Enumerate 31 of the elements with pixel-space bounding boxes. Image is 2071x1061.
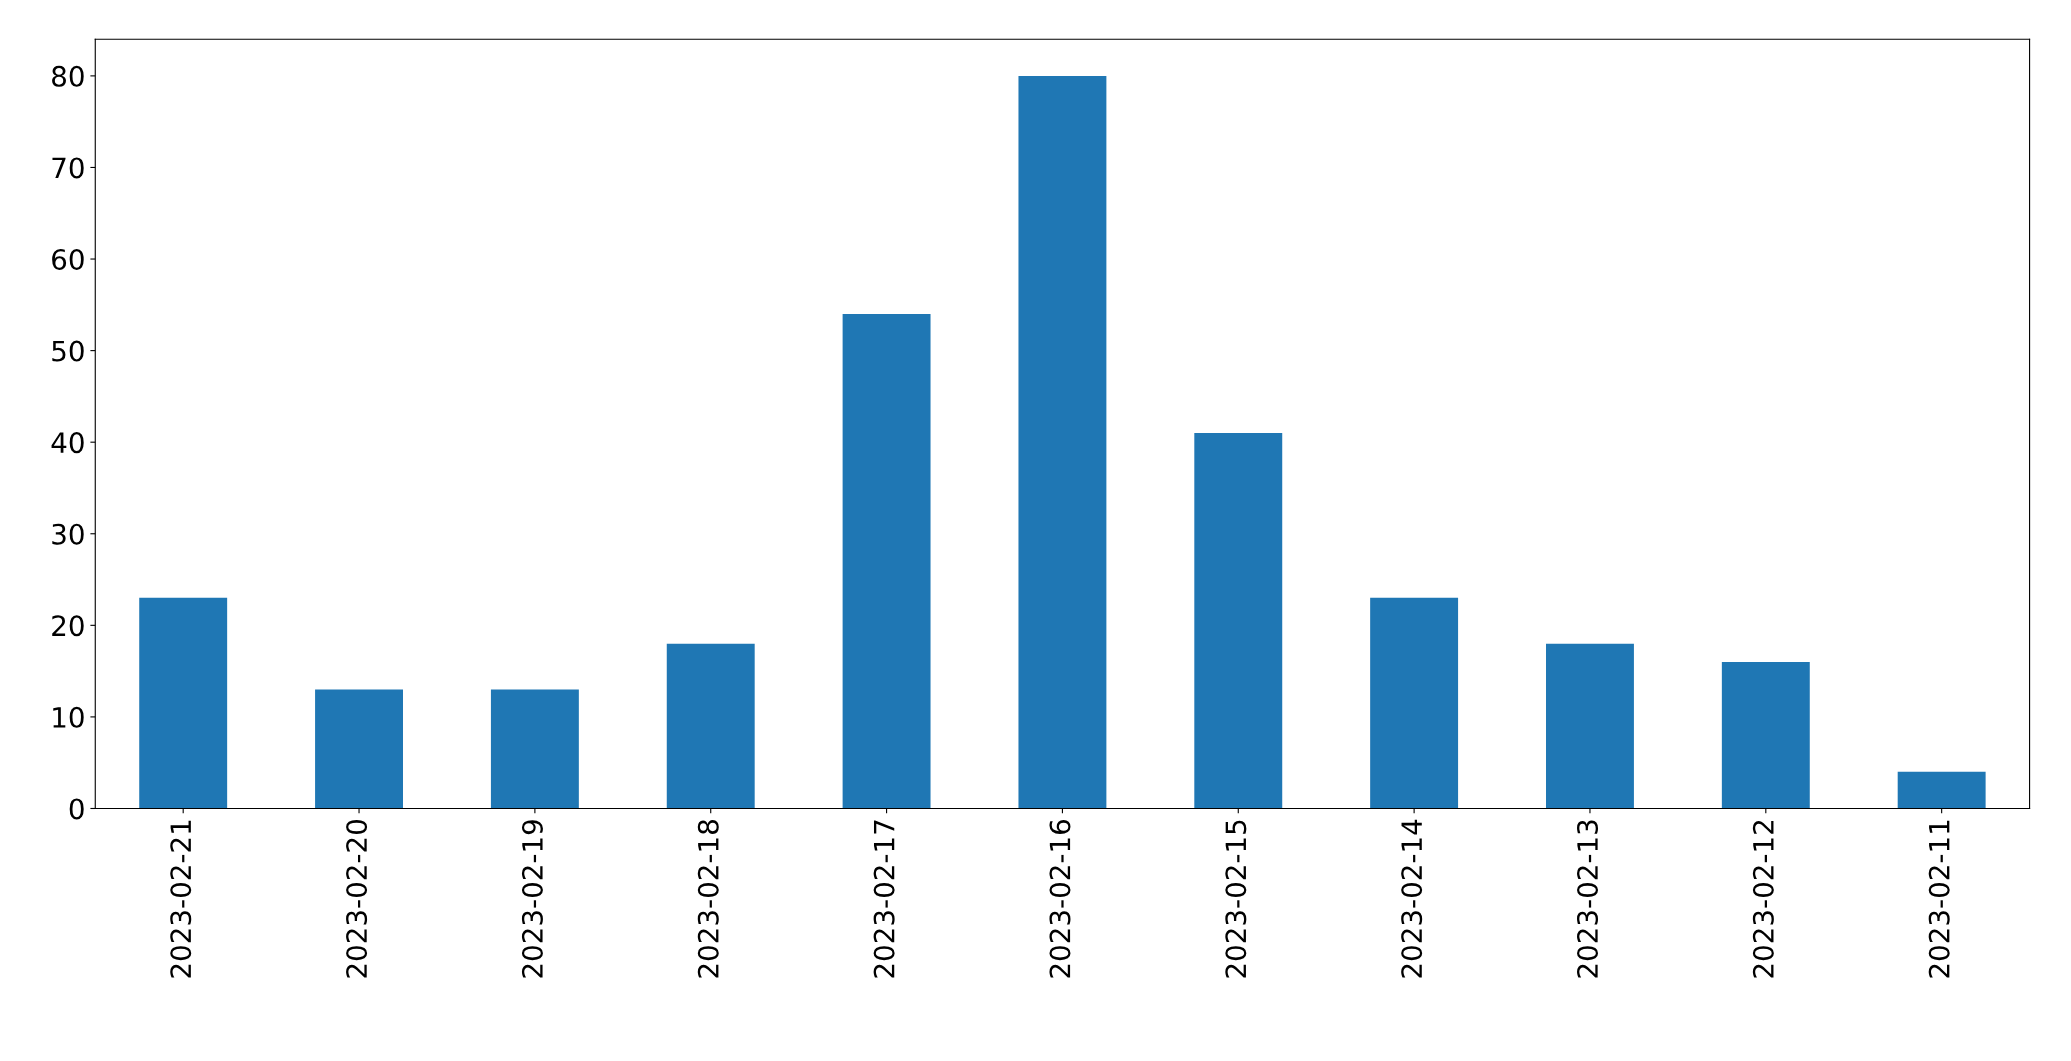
bar [666,643,755,809]
x-tick-label: 2023-02-16 [1049,819,1071,978]
y-tick-label: 70 [52,157,84,179]
x-tick-label: 2023-02-11 [1928,820,1950,978]
bar [1721,661,1810,809]
bar [490,689,579,809]
y-tick-label: 50 [52,340,84,362]
y-tick-label: 40 [51,432,84,454]
x-tick-label: 2023-02-18 [697,820,719,978]
bar [1546,643,1634,809]
y-tick-label: 20 [52,615,84,637]
x-tick-label: 2023-02-15 [1225,820,1247,978]
bar [1370,597,1459,809]
x-tick-label: 2023-02-19 [521,820,543,978]
y-tick-label: 60 [52,248,84,270]
bar [1018,75,1107,809]
bar [842,313,931,809]
x-tick-label: 2023-02-20 [346,820,368,978]
x-tick-label: 2023-02-17 [873,820,895,978]
bar [315,689,403,809]
x-tick-label: 2023-02-21 [170,820,192,978]
x-tick-label: 2023-02-13 [1577,820,1599,978]
bar [1897,771,1986,809]
x-tick-label: 2023-02-14 [1401,819,1423,978]
x-tick-label: 2023-02-12 [1752,820,1774,978]
y-tick-label: 0 [69,798,84,820]
bar [1194,433,1283,809]
y-tick-label: 30 [52,523,84,545]
bar [139,597,228,809]
y-tick-label: 10 [53,706,84,728]
y-tick-label: 80 [52,65,84,87]
